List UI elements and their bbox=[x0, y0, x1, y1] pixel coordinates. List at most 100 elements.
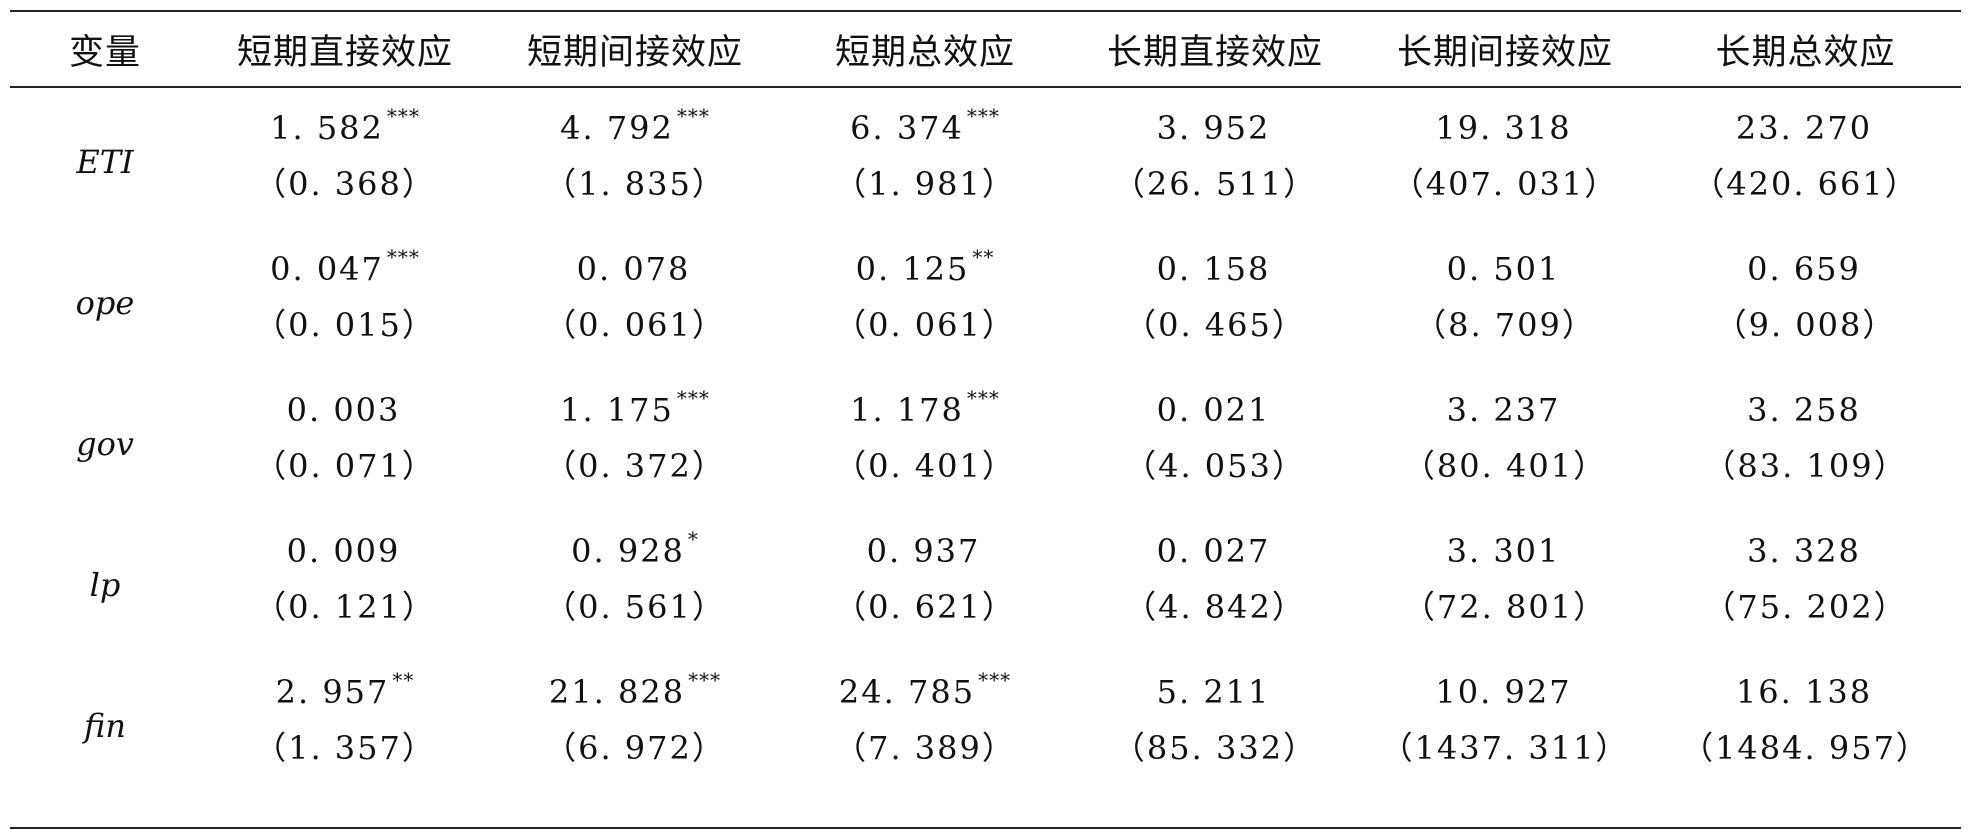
table-cell: 0. 158 （0. 465） bbox=[1070, 247, 1360, 388]
standard-error: （85. 332） bbox=[1112, 728, 1318, 767]
coefficient-line: 1. 175 *** bbox=[560, 388, 710, 444]
coefficient-line: 3. 952 bbox=[1157, 106, 1274, 162]
coefficient: 16. 138 bbox=[1735, 672, 1873, 711]
standard-error: （0. 621） bbox=[834, 587, 1016, 626]
standard-error: （7. 389） bbox=[834, 728, 1016, 767]
table-cell: 0. 928 * （0. 561） bbox=[490, 529, 780, 670]
coefficient: 3. 237 bbox=[1446, 390, 1561, 429]
standard-error: （4. 053） bbox=[1124, 446, 1306, 485]
standard-error: （1437. 311） bbox=[1380, 728, 1630, 767]
coefficient-line: 6. 374 *** bbox=[850, 106, 1000, 162]
coefficient-line: 10. 927 bbox=[1435, 670, 1574, 726]
standard-error: （83. 109） bbox=[1703, 446, 1908, 485]
coefficient-line: 0. 158 bbox=[1157, 247, 1274, 303]
table-cell: 4. 792 *** （1. 835） bbox=[490, 106, 780, 247]
coefficient-line: 0. 078 bbox=[577, 247, 694, 303]
table-cell: 3. 258 （83. 109） bbox=[1650, 388, 1961, 529]
coefficient-line: 3. 258 bbox=[1747, 388, 1864, 444]
table-cell: 3. 328 （75. 202） bbox=[1650, 529, 1961, 670]
coefficient-line: 0. 027 bbox=[1157, 529, 1274, 585]
standard-error: （9. 008） bbox=[1714, 305, 1897, 344]
coefficient: 3. 952 bbox=[1156, 108, 1271, 147]
table-cell: 3. 952 （26. 511） bbox=[1070, 106, 1360, 247]
table-cell: 1. 582 *** （0. 368） bbox=[200, 106, 490, 247]
table-cell: 0. 659 （9. 008） bbox=[1650, 247, 1961, 388]
coefficient: 4. 792 bbox=[560, 108, 674, 147]
coefficient: 0. 158 bbox=[1156, 249, 1271, 288]
coefficient: 0. 027 bbox=[1156, 531, 1271, 570]
table-cell: 0. 937 （0. 621） bbox=[780, 529, 1070, 670]
table-cell: 1. 178 *** （0. 401） bbox=[780, 388, 1070, 529]
standard-error: （1484. 957） bbox=[1681, 728, 1930, 767]
bottom-rule bbox=[10, 826, 1961, 829]
table-row: ope 0. 047 *** （0. 015） 0. 078 （0. 061） 0. 125… bbox=[10, 247, 1961, 388]
coefficient-line: 0. 501 bbox=[1447, 247, 1564, 303]
header-long-direct: 长期直接效应 bbox=[1106, 32, 1323, 73]
table-cell: 0. 501 （8. 709） bbox=[1360, 247, 1650, 388]
table-row: fin 2. 957 ** （1. 357） 21. 828 *** （6. 972） 24.… bbox=[10, 670, 1961, 811]
coefficient-line: 19. 318 bbox=[1435, 106, 1574, 162]
header-rule bbox=[10, 86, 1961, 88]
table-cell: 6. 374 *** （1. 981） bbox=[780, 106, 1070, 247]
coefficient: 3. 328 bbox=[1747, 531, 1861, 570]
standard-error: （0. 561） bbox=[544, 587, 726, 626]
coefficient: 1. 175 bbox=[560, 390, 674, 429]
table-cell: 5. 211 （85. 332） bbox=[1070, 670, 1360, 811]
significance-stars: *** bbox=[676, 385, 710, 410]
coefficient: 3. 301 bbox=[1446, 531, 1561, 570]
variable-name: lp bbox=[89, 565, 121, 604]
coefficient: 10. 927 bbox=[1435, 672, 1572, 711]
header-short-total: 短期总效应 bbox=[834, 32, 1015, 73]
coefficient: 0. 501 bbox=[1446, 249, 1561, 288]
coefficient-line: 24. 785 *** bbox=[839, 670, 1011, 726]
header-variable: 变量 bbox=[68, 32, 141, 73]
table-cell: 16. 138 （1484. 957） bbox=[1650, 670, 1961, 811]
standard-error: （8. 709） bbox=[1414, 305, 1596, 344]
standard-error: （0. 061） bbox=[834, 305, 1016, 344]
coefficient-line: 0. 937 bbox=[867, 529, 984, 585]
coefficient-line: 21. 828 *** bbox=[549, 670, 721, 726]
table-cell: 0. 021 （4. 053） bbox=[1070, 388, 1360, 529]
coefficient-line: 1. 582 *** bbox=[270, 106, 420, 162]
standard-error: （80. 401） bbox=[1402, 446, 1608, 485]
standard-error: （1. 357） bbox=[254, 728, 436, 767]
standard-error: （0. 121） bbox=[254, 587, 436, 626]
standard-error: （420. 661） bbox=[1692, 164, 1919, 203]
header-row: 变量 短期直接效应 短期间接效应 短期总效应 长期直接效应 长期间接效应 长期总… bbox=[10, 12, 1961, 86]
coefficient-line: 0. 003 bbox=[287, 388, 404, 444]
coefficient: 0. 078 bbox=[576, 249, 691, 288]
regression-table: 变量 短期直接效应 短期间接效应 短期总效应 长期直接效应 长期间接效应 长期总… bbox=[10, 10, 1961, 829]
standard-error: （26. 511） bbox=[1112, 164, 1318, 203]
coefficient: 1. 582 bbox=[270, 108, 384, 147]
table-cell: 19. 318 （407. 031） bbox=[1360, 106, 1650, 247]
standard-error: （0. 015） bbox=[254, 305, 436, 344]
significance-stars: *** bbox=[966, 103, 1000, 128]
coefficient: 21. 828 bbox=[548, 672, 686, 711]
coefficient: 2. 957 bbox=[275, 672, 390, 711]
coefficient: 23. 270 bbox=[1735, 108, 1873, 147]
coefficient-line: 0. 047 *** bbox=[270, 247, 420, 303]
significance-stars: *** bbox=[966, 385, 1000, 410]
coefficient-line: 16. 138 bbox=[1736, 670, 1875, 726]
coefficient-line: 5. 211 bbox=[1157, 670, 1274, 726]
table-cell: 0. 125 ** （0. 061） bbox=[780, 247, 1070, 388]
significance-stars: ** bbox=[392, 667, 415, 692]
significance-stars: *** bbox=[978, 667, 1012, 692]
coefficient-line: 0. 009 bbox=[287, 529, 404, 585]
coefficient-line: 3. 237 bbox=[1447, 388, 1564, 444]
table-cell: 3. 237 （80. 401） bbox=[1360, 388, 1650, 529]
coefficient-line: 0. 021 bbox=[1157, 388, 1274, 444]
coefficient: 0. 003 bbox=[286, 390, 401, 429]
standard-error: （6. 972） bbox=[544, 728, 726, 767]
table-row: ETI 1. 582 *** （0. 368） 4. 792 *** （1. 835） 6. … bbox=[10, 106, 1961, 247]
coefficient: 0. 047 bbox=[270, 249, 384, 288]
significance-stars: ** bbox=[972, 244, 995, 269]
table-cell: 24. 785 *** （7. 389） bbox=[780, 670, 1070, 811]
variable-name: ope bbox=[75, 283, 135, 322]
table-cell: 10. 927 （1437. 311） bbox=[1360, 670, 1650, 811]
significance-stars: * bbox=[687, 526, 699, 551]
coefficient-line: 2. 957 ** bbox=[276, 670, 415, 726]
table-cell: 3. 301 （72. 801） bbox=[1360, 529, 1650, 670]
table-cell: 2. 957 ** （1. 357） bbox=[200, 670, 490, 811]
coefficient-line: 3. 328 bbox=[1747, 529, 1864, 585]
